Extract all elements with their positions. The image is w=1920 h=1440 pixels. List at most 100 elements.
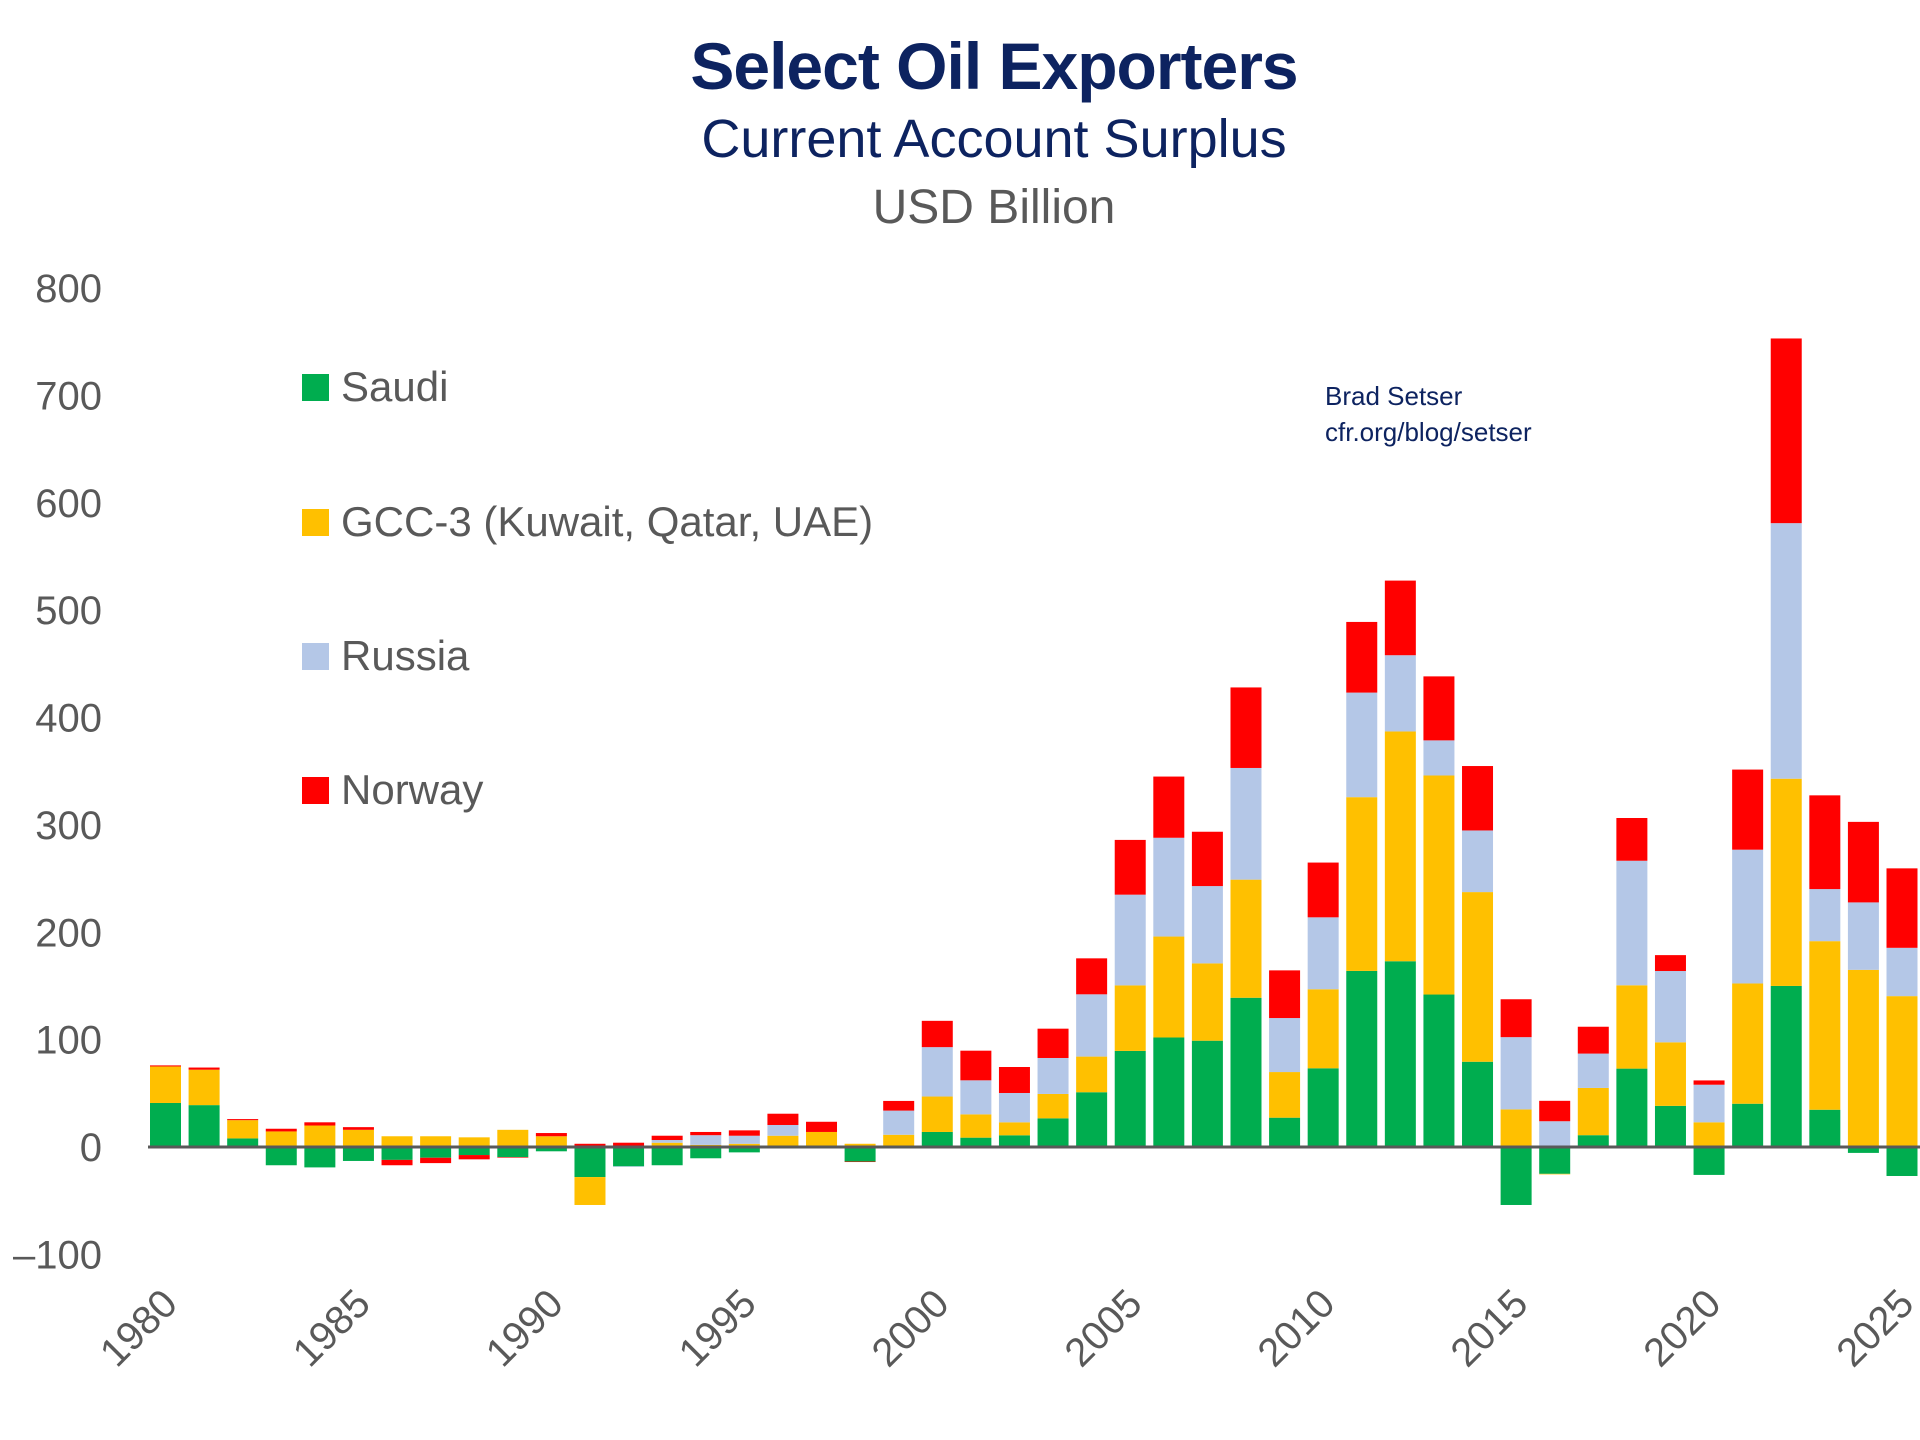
bar-segment-gcc-3-2010	[1307, 989, 1339, 1069]
bar-segment-gcc-3-1998	[844, 1143, 876, 1147]
bar-segment-saudi-2025	[1886, 1147, 1918, 1176]
bar-segment-norway-2009	[1269, 970, 1301, 1019]
bar-segment-russia-2025	[1886, 947, 1918, 997]
bar-segment-saudi-2016	[1539, 1147, 1571, 1174]
x-tick-label: 2025	[1828, 1281, 1920, 1375]
bar-segment-gcc-3-1983	[265, 1131, 297, 1147]
legend-item-norway: Norway	[302, 766, 483, 814]
bar-segment-norway-2001	[960, 1050, 992, 1081]
bar-segment-gcc-3-1987	[420, 1136, 452, 1147]
legend-swatch-norway	[302, 776, 329, 804]
bar-segment-gcc-3-2018	[1616, 985, 1648, 1069]
bar-segment-russia-1995	[728, 1135, 760, 1144]
bar-segment-norway-2021	[1732, 769, 1764, 850]
y-tick-label: 600	[35, 482, 102, 526]
bar-segment-norway-2020	[1693, 1080, 1725, 1085]
y-tick-label: 200	[35, 911, 102, 955]
bar-segment-saudi-2024	[1847, 1147, 1879, 1153]
bar-segment-saudi-1990	[535, 1147, 567, 1152]
bar-segment-saudi-2021	[1732, 1103, 1764, 1147]
bar-segment-russia-2017	[1577, 1053, 1609, 1088]
bar-segment-norway-2012	[1384, 580, 1416, 656]
bar-segment-russia-2010	[1307, 917, 1339, 990]
credit-url: cfr.org/blog/setser	[1325, 417, 1532, 447]
bar-segment-gcc-3-2025	[1886, 996, 1918, 1147]
bar-segment-russia-2003	[1037, 1057, 1069, 1094]
bar-segment-norway-1989	[497, 1157, 529, 1158]
bar-segment-saudi-1995	[728, 1147, 760, 1153]
bar-segment-gcc-3-2001	[960, 1114, 992, 1138]
bar-segment-norway-1996	[767, 1113, 799, 1125]
bar-segment-saudi-1980	[150, 1102, 181, 1147]
bar-segment-saudi-2000	[921, 1131, 953, 1147]
bar-segment-norway-1983	[265, 1128, 297, 1132]
bar-segment-norway-1988	[458, 1155, 490, 1160]
bar-segment-gcc-3-2020	[1693, 1122, 1725, 1147]
x-tick-label: 1995	[671, 1281, 765, 1375]
bar-segment-saudi-1994	[690, 1147, 722, 1159]
bar-segment-saudi-1982	[227, 1138, 259, 1147]
bar-segment-gcc-3-2016	[1539, 1173, 1571, 1175]
bar-segment-russia-2024	[1847, 902, 1879, 970]
bar-segment-norway-1994	[690, 1131, 722, 1136]
bar-segment-norway-1982	[227, 1119, 259, 1121]
x-tick-label: 2005	[1057, 1281, 1151, 1375]
bar-segment-norway-2008	[1230, 687, 1262, 768]
chart-unit-label: USD Billion	[872, 181, 1116, 234]
chart-subtitle: Current Account Surplus	[701, 109, 1287, 169]
bar-segment-norway-2024	[1847, 821, 1879, 903]
bar-segment-saudi-1985	[342, 1147, 374, 1161]
bar-segment-norway-2007	[1191, 831, 1223, 887]
bar-segment-russia-2008	[1230, 767, 1262, 880]
legend-item-gcc3: GCC-3 (Kuwait, Qatar, UAE)	[302, 498, 873, 546]
bar-segment-saudi-2003	[1037, 1118, 1069, 1147]
bar-segment-gcc-3-2022	[1770, 778, 1802, 986]
bar-segment-gcc-3-1996	[767, 1135, 799, 1147]
y-tick-label: 500	[35, 589, 102, 633]
bar-segment-norway-2017	[1577, 1026, 1609, 1054]
x-tick-label: 2020	[1635, 1281, 1729, 1375]
bar-segment-norway-1991	[574, 1143, 606, 1147]
bar-segment-saudi-1989	[497, 1147, 529, 1158]
bar-segment-russia-1996	[767, 1124, 799, 1136]
bar-segment-norway-1987	[420, 1157, 452, 1164]
bar-segment-gcc-3-1989	[497, 1129, 529, 1147]
bar-segment-gcc-3-1982	[227, 1120, 259, 1139]
bar-segment-gcc-3-2023	[1809, 941, 1841, 1110]
bar-segment-gcc-3-2013	[1423, 775, 1455, 995]
bar-segment-russia-2009	[1269, 1018, 1301, 1073]
bar-segment-gcc-3-2008	[1230, 879, 1262, 998]
legend-swatch-gcc3	[302, 508, 329, 536]
bar-segment-saudi-2014	[1462, 1061, 1494, 1147]
bar-segment-gcc-3-1984	[304, 1125, 336, 1147]
bar-segment-russia-2016	[1539, 1121, 1571, 1147]
bar-segment-russia-2013	[1423, 740, 1455, 776]
legend-item-russia: Russia	[302, 632, 469, 680]
bar-segment-saudi-1987	[420, 1147, 452, 1158]
bar-segment-norway-1995	[728, 1130, 760, 1136]
bar-segment-norway-2023	[1809, 795, 1841, 890]
bar-segment-saudi-2008	[1230, 997, 1262, 1147]
bar-segment-norway-2011	[1346, 621, 1378, 693]
bar-segment-saudi-2011	[1346, 970, 1378, 1147]
bar-segment-saudi-1992	[613, 1147, 645, 1167]
bar-segment-gcc-3-2006	[1153, 936, 1185, 1038]
x-tick-label: 2015	[1442, 1281, 1536, 1375]
bar-segment-russia-2000	[921, 1047, 953, 1097]
bar-segment-norway-2013	[1423, 676, 1455, 741]
bar-segment-russia-2002	[998, 1092, 1030, 1123]
bar-segment-norway-2005	[1114, 839, 1146, 895]
legend-label-gcc3: GCC-3 (Kuwait, Qatar, UAE)	[341, 498, 874, 545]
bar-segment-gcc-3-2009	[1269, 1072, 1301, 1118]
bar-segment-gcc-3-2011	[1346, 797, 1378, 971]
bar-segment-norway-1986	[381, 1159, 413, 1166]
bar-segment-russia-2005	[1114, 894, 1146, 986]
bar-segment-russia-2004	[1076, 994, 1108, 1057]
bar-segment-gcc-3-1980	[150, 1066, 181, 1103]
bar-segment-norway-2016	[1539, 1100, 1571, 1122]
bar-segment-saudi-2007	[1191, 1040, 1223, 1147]
bar-segment-gcc-3-2004	[1076, 1056, 1108, 1093]
bar-segment-russia-2018	[1616, 860, 1648, 986]
x-axis: 1980 1985 1990 1995 2000 2005 2010 2015 2020 2025	[92, 1281, 1920, 1375]
bar-segment-gcc-3-2024	[1847, 969, 1879, 1147]
